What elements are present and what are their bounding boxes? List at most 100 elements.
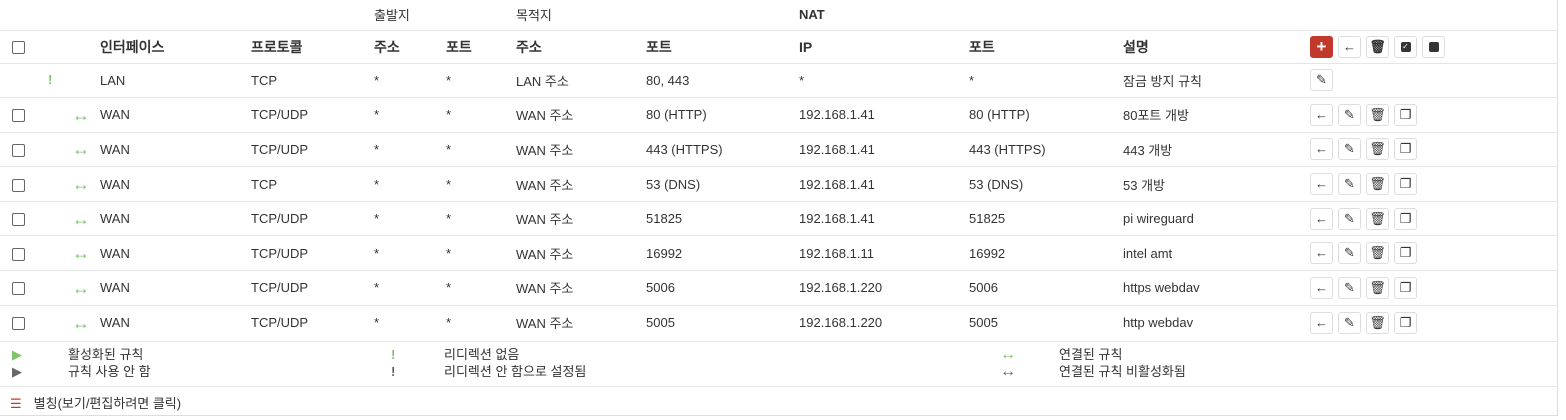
table-row[interactable]: ↔ WAN TCP/UDP * * WAN 주소 80 (HTTP) 192.168.1.41… <box>0 97 1558 133</box>
add-rule-button[interactable]: + <box>1310 35 1333 58</box>
delete-selected-button[interactable]: 🗑 <box>1366 35 1389 58</box>
cell-description: https webdav <box>1123 270 1310 306</box>
table-row[interactable]: ! LAN TCP * * LAN 주소 80, 443 * * 잠금 방지 규칙 ✎ <box>0 62 1558 98</box>
row-checkbox[interactable] <box>12 317 25 331</box>
copy-icon: ❐ <box>1399 245 1412 261</box>
edit-button[interactable]: ✎ <box>1310 69 1333 92</box>
move-button[interactable]: ← <box>1310 173 1333 196</box>
cell-interface: WAN <box>100 166 251 202</box>
pencil-icon: ✎ <box>1344 106 1355 122</box>
cell-interface: WAN <box>100 304 251 340</box>
move-button[interactable]: ← <box>1310 242 1333 265</box>
copy-button[interactable]: ❐ <box>1394 311 1417 334</box>
cell-description: 80포트 개방 <box>1123 97 1310 133</box>
copy-button[interactable]: ❐ <box>1394 207 1417 230</box>
col-protocol: 프로토콜 <box>251 29 374 63</box>
cell-description: pi wireguard <box>1123 200 1310 236</box>
copy-icon: ❐ <box>1399 141 1412 157</box>
delete-button[interactable]: 🗑 <box>1366 138 1389 161</box>
row-checkbox[interactable] <box>12 213 25 227</box>
cell-src-port: * <box>446 62 516 98</box>
edit-button[interactable]: ✎ <box>1338 207 1361 230</box>
copy-button[interactable]: ❐ <box>1394 138 1417 161</box>
copy-icon: ❐ <box>1399 279 1412 295</box>
copy-button[interactable]: ❐ <box>1394 276 1417 299</box>
linked-icon: ↔ <box>72 208 90 229</box>
move-button[interactable]: ← <box>1310 311 1333 334</box>
row-checkbox[interactable] <box>12 247 25 261</box>
row-checkbox[interactable] <box>12 109 25 123</box>
cell-protocol: TCP/UDP <box>251 235 374 271</box>
move-button[interactable]: ← <box>1310 103 1333 126</box>
legend-enabled: 활성화된 규칙 <box>68 347 144 362</box>
table-row[interactable]: ↔ WAN TCP * * WAN 주소 53 (DNS) 192.168.1.41 53 (D… <box>0 166 1558 202</box>
cell-dst-addr: WAN 주소 <box>516 166 646 202</box>
table-row[interactable]: ↔ WAN TCP/UDP * * WAN 주소 443 (HTTPS) 192.168.1.… <box>0 131 1558 167</box>
trash-icon: 🗑 <box>1369 176 1386 192</box>
table-row[interactable]: ↔ WAN TCP/UDP * * WAN 주소 5005 192.168.1.220 5005… <box>0 304 1558 340</box>
cell-dst-port: 5005 <box>646 304 799 340</box>
enable-selected-button[interactable]: ✓ <box>1394 35 1417 58</box>
linked-icon: ↔ <box>72 312 90 333</box>
cell-dst-addr: LAN 주소 <box>516 62 646 98</box>
cell-dst-port: 443 (HTTPS) <box>646 131 799 167</box>
alias-link[interactable]: ☰ 별칭(보기/편집하려면 클릭) <box>0 386 1558 416</box>
cell-nat-port: 5006 <box>969 270 1123 306</box>
col-src-addr: 주소 <box>374 29 446 63</box>
delete-button[interactable]: 🗑 <box>1366 242 1389 265</box>
cell-nat-ip: 192.168.1.41 <box>799 131 969 167</box>
cell-nat-ip: 192.168.1.41 <box>799 166 969 202</box>
cell-protocol: TCP/UDP <box>251 270 374 306</box>
delete-button[interactable]: 🗑 <box>1366 207 1389 230</box>
edit-button[interactable]: ✎ <box>1338 242 1361 265</box>
delete-button[interactable]: 🗑 <box>1366 103 1389 126</box>
cell-interface: WAN <box>100 200 251 236</box>
row-checkbox[interactable] <box>12 282 25 296</box>
edit-button[interactable]: ✎ <box>1338 311 1361 334</box>
move-button[interactable]: ← <box>1310 138 1333 161</box>
move-icon: ← <box>1315 141 1328 157</box>
table-row[interactable]: ↔ WAN TCP/UDP * * WAN 주소 16992 192.168.1.11 1699… <box>0 235 1558 271</box>
cell-src-addr: * <box>374 62 446 98</box>
delete-button[interactable]: 🗑 <box>1366 311 1389 334</box>
move-icon: ← <box>1315 210 1328 226</box>
table-row[interactable]: ↔ WAN TCP/UDP * * WAN 주소 51825 192.168.1.41 5182… <box>0 200 1558 236</box>
cell-dst-port: 53 (DNS) <box>646 166 799 202</box>
move-icon: ← <box>1315 176 1328 192</box>
move-button[interactable]: ← <box>1310 207 1333 230</box>
move-button[interactable]: ← <box>1338 35 1361 58</box>
cell-src-addr: * <box>374 166 446 202</box>
linked-icon: ↔ <box>1000 346 1016 363</box>
copy-button[interactable]: ❐ <box>1394 242 1417 265</box>
cell-nat-port: * <box>969 62 1123 98</box>
cell-protocol: TCP <box>251 62 374 98</box>
disable-selected-button[interactable] <box>1422 35 1445 58</box>
legend-disabled: 규칙 사용 안 함 <box>68 364 151 379</box>
legend-linked: 연결된 규칙 <box>1059 347 1123 362</box>
edit-button[interactable]: ✎ <box>1338 173 1361 196</box>
cell-nat-ip: 192.168.1.11 <box>799 235 969 271</box>
cell-src-addr: * <box>374 97 446 133</box>
delete-button[interactable]: 🗑 <box>1366 173 1389 196</box>
legend-no-redirect-disabled: 리디렉션 안 함으로 설정됨 <box>444 364 587 379</box>
edit-button[interactable]: ✎ <box>1338 276 1361 299</box>
pencil-icon: ✎ <box>1316 72 1327 88</box>
play-disabled-icon: ▶ <box>12 364 22 379</box>
row-checkbox[interactable] <box>12 178 25 192</box>
cell-src-port: * <box>446 97 516 133</box>
edit-button[interactable]: ✎ <box>1338 138 1361 161</box>
table-row[interactable]: ↔ WAN TCP/UDP * * WAN 주소 5006 192.168.1.220 5006… <box>0 270 1558 306</box>
move-button[interactable]: ← <box>1310 276 1333 299</box>
delete-button[interactable]: 🗑 <box>1366 276 1389 299</box>
edit-button[interactable]: ✎ <box>1338 103 1361 126</box>
pencil-icon: ✎ <box>1344 279 1355 295</box>
row-checkbox[interactable] <box>12 144 25 158</box>
copy-icon: ❐ <box>1399 106 1412 122</box>
trash-icon: 🗑 <box>1369 141 1386 157</box>
move-icon: ← <box>1315 106 1328 122</box>
select-all-checkbox[interactable] <box>12 41 25 55</box>
move-icon: ← <box>1315 279 1328 295</box>
copy-button[interactable]: ❐ <box>1394 173 1417 196</box>
copy-button[interactable]: ❐ <box>1394 103 1417 126</box>
